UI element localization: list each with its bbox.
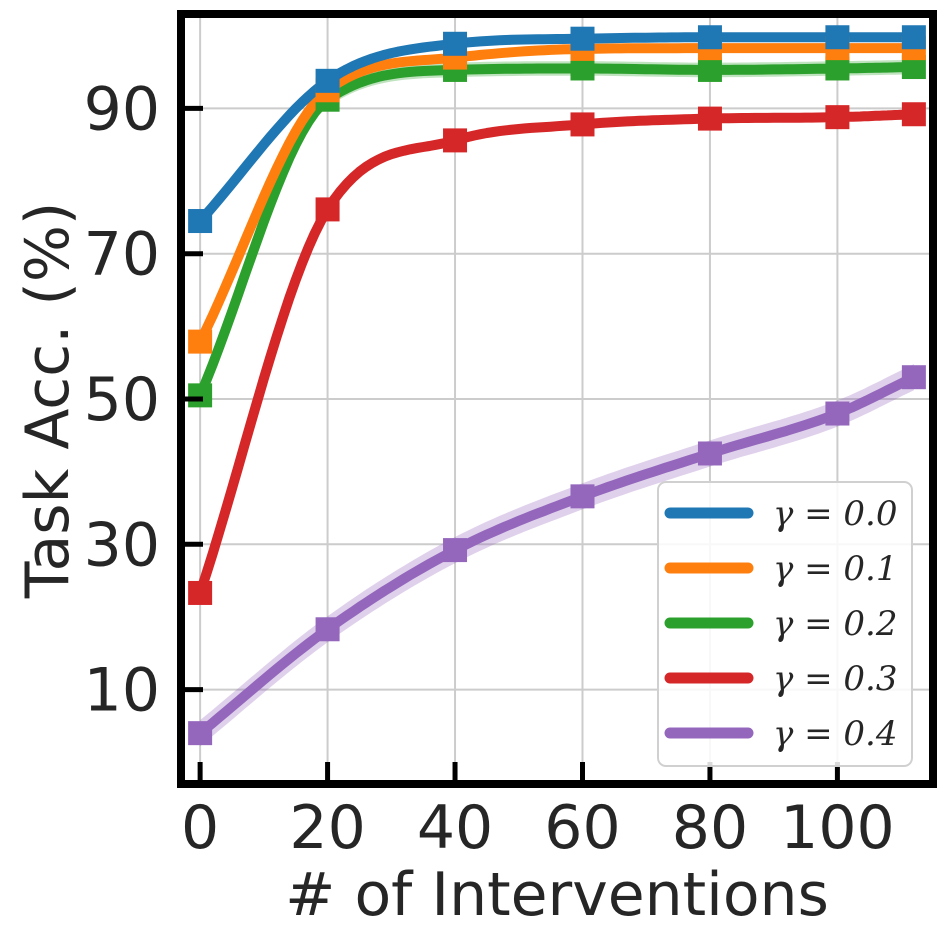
data-point <box>697 25 722 50</box>
y-tick-label: 30 <box>84 510 160 580</box>
data-point <box>901 25 926 50</box>
data-point <box>570 484 595 509</box>
data-point <box>443 538 468 563</box>
data-point <box>315 197 340 222</box>
data-point <box>697 106 722 131</box>
y-tick-label: 70 <box>84 220 160 290</box>
data-point <box>825 25 850 50</box>
y-tick-label: 50 <box>84 365 160 435</box>
data-point <box>697 57 722 82</box>
legend-label: γ = 0.3 <box>773 659 898 699</box>
legend-box <box>657 481 913 767</box>
data-point <box>825 105 850 130</box>
x-tick-label: 0 <box>181 793 219 863</box>
data-point <box>443 31 468 56</box>
data-point <box>570 26 595 51</box>
y-axis-label: Task Acc. (%) <box>13 202 83 600</box>
y-tick-label: 10 <box>84 656 160 726</box>
data-point <box>901 102 926 127</box>
plot-frame <box>177 10 937 788</box>
data-point <box>901 365 926 390</box>
data-point <box>697 441 722 466</box>
x-tick-label: 80 <box>672 793 748 863</box>
x-tick-label: 20 <box>289 793 365 863</box>
x-tick-label: 40 <box>417 793 493 863</box>
data-point <box>188 329 213 354</box>
data-point <box>188 383 213 408</box>
legend-label: γ = 0.1 <box>773 549 898 589</box>
data-point <box>825 401 850 426</box>
legend-label: γ = 0.4 <box>773 714 898 754</box>
data-point <box>188 721 213 746</box>
data-point <box>315 68 340 93</box>
data-point <box>315 617 340 642</box>
series-markers <box>188 25 926 746</box>
legend-label: γ = 0.0 <box>773 494 898 534</box>
x-tick-label: 100 <box>780 793 895 863</box>
data-point <box>443 128 468 153</box>
axis-ticks: 0 20 40 60 80 100 10 30 50 70 90 <box>84 74 895 863</box>
x-axis-label: # of Interventions <box>285 860 829 930</box>
y-tick-label: 90 <box>84 74 160 144</box>
data-point <box>825 56 850 81</box>
data-point <box>570 112 595 137</box>
legend-label: γ = 0.2 <box>773 604 898 644</box>
series-band <box>200 43 914 347</box>
legend: γ = 0.0 γ = 0.1 γ = 0.2 γ = 0.3 γ = 0.4 <box>657 481 913 767</box>
data-point <box>188 209 213 234</box>
x-tick-label: 60 <box>544 793 620 863</box>
data-point <box>188 580 213 605</box>
